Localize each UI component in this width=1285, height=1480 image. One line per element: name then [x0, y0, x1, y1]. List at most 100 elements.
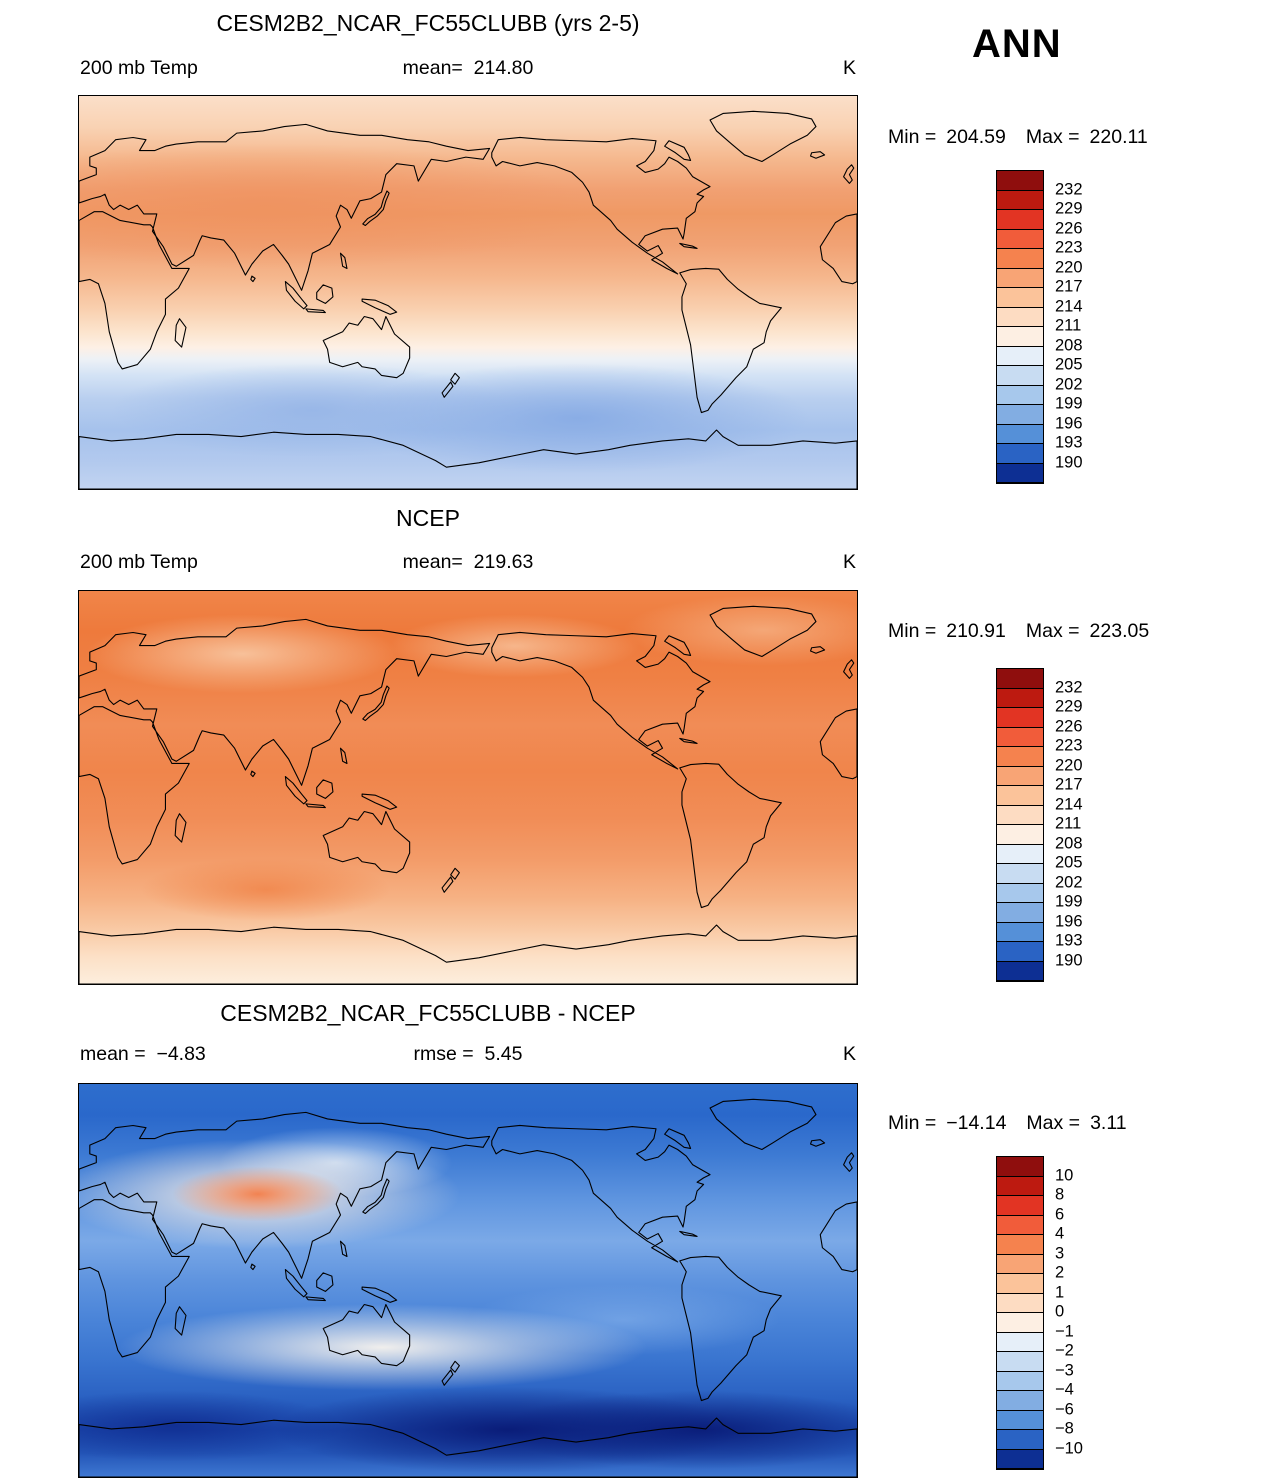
minmax-model: Min = 204.59 Max = 220.11	[888, 126, 1148, 149]
coastlines-overlay	[79, 1098, 857, 1477]
colorbar-cell	[997, 942, 1043, 962]
minmax-ncep: Min = 210.91 Max = 223.05	[888, 620, 1149, 643]
min-value: −14.14	[946, 1112, 1007, 1134]
colorbar-tick-label: 8	[1055, 1185, 1065, 1204]
colorbar-cell	[997, 229, 1043, 249]
colorbar-tick-label: 0	[1055, 1302, 1065, 1321]
colorbar-tick-label: 196	[1055, 414, 1083, 433]
panel-stats-row-ncep: 200 mb Temp mean= 219.63 K	[78, 551, 858, 577]
colorbar-tick-label: 2	[1055, 1263, 1065, 1282]
colorbar-cell	[997, 1215, 1043, 1235]
colorbar-tick-label: 214	[1055, 297, 1083, 316]
colorbar-cell	[997, 424, 1043, 444]
colorbar-tick-label: 205	[1055, 853, 1083, 872]
colorbar-cell	[997, 786, 1043, 806]
colorbar-cell	[997, 766, 1043, 786]
rmse-stat: rmse = 5.45	[78, 1043, 858, 1066]
colorbar-cell	[997, 1157, 1043, 1177]
colorbar-tick-label: −1	[1055, 1322, 1074, 1341]
map-ncep	[78, 590, 858, 985]
units-label: K	[842, 551, 856, 573]
map-model	[78, 95, 858, 490]
max-label: Max =	[1025, 620, 1080, 642]
mean-stat: mean= 214.80	[78, 57, 858, 80]
colorbar-cell	[997, 805, 1043, 825]
colorbar-cell	[997, 366, 1043, 386]
colorbar-cell	[997, 903, 1043, 923]
min-value: 210.91	[946, 620, 1006, 642]
colorbar-cell	[997, 1196, 1043, 1216]
min-value: 204.59	[946, 126, 1006, 148]
max-value: 220.11	[1089, 126, 1148, 148]
colorbar-tick-label: 232	[1055, 180, 1083, 199]
colorbar-tick-label: 226	[1055, 717, 1083, 736]
diff-contour-field	[79, 1084, 857, 1477]
minmax-diff: Min = −14.14 Max = 3.11	[888, 1112, 1127, 1135]
colorbar-tick-label: 6	[1055, 1205, 1065, 1224]
panel-title-ncep: NCEP	[396, 505, 460, 531]
colorbar-tick-label: 199	[1055, 394, 1083, 413]
ncep-contour-field	[79, 591, 857, 984]
model-contour-field	[79, 96, 857, 489]
colorbar-tick-label: 211	[1055, 316, 1082, 335]
colorbar-tick-label: 208	[1055, 834, 1083, 853]
colorbar-cell	[997, 1274, 1043, 1294]
colorbar-tick-label: 232	[1055, 678, 1083, 697]
min-label: Min =	[888, 126, 937, 148]
colorbar-tick-label: 220	[1055, 756, 1083, 775]
colorbar-cell	[997, 747, 1043, 767]
panel-stats-row-model: 200 mb Temp mean= 214.80 K	[78, 57, 858, 83]
colorbar-tick-label: 196	[1055, 912, 1083, 931]
colorbar-cell	[997, 249, 1043, 269]
colorbar-cell	[997, 327, 1043, 347]
colorbar-tick-label: −8	[1055, 1419, 1074, 1438]
mean-label: mean=	[402, 551, 463, 573]
colorbar-tick-label: 229	[1055, 697, 1083, 716]
colorbar-tick-label: 220	[1055, 258, 1083, 277]
max-value: 223.05	[1089, 620, 1150, 642]
rmse-label: rmse =	[413, 1043, 474, 1065]
max-label: Max =	[1026, 1112, 1081, 1134]
colorbar-cell	[997, 708, 1043, 728]
colorbar-cell	[997, 688, 1043, 708]
colorbar-cell	[997, 1176, 1043, 1196]
colorbar-tick-label: 211	[1055, 814, 1082, 833]
max-label: Max =	[1025, 126, 1080, 148]
colorbar-cell	[997, 210, 1043, 230]
panel-stats-row-diff: mean = −4.83 rmse = 5.45 K	[78, 1043, 858, 1069]
rmse-value: 5.45	[484, 1043, 523, 1065]
colorbar-tick-label: 193	[1055, 931, 1083, 950]
colorbar-tick-label: 217	[1055, 277, 1083, 296]
colorbar-tick-label: 193	[1055, 433, 1083, 452]
colorbar-model: 232 229 226 223 220 217 214 211 208 205 202 199 196 1…	[996, 170, 1083, 484]
variable-label: 200 mb Temp	[80, 551, 198, 573]
colorbar-tick-label: 223	[1055, 736, 1083, 755]
colorbar-cell	[997, 346, 1043, 366]
colorbar-tick-label: 190	[1055, 951, 1083, 970]
colorbar-cell	[997, 307, 1043, 327]
colorbar-tick-label: 4	[1055, 1224, 1065, 1243]
min-label: Min =	[888, 1112, 937, 1134]
colorbar-cell	[997, 1352, 1043, 1372]
max-value: 3.11	[1090, 1112, 1127, 1134]
colorbar-cell	[997, 1371, 1043, 1391]
colorbar-tick-label: 199	[1055, 892, 1083, 911]
colorbar-diff: 10 8 6 4 3 2 1 0 −1 −2 −3 −4 −6 −8 −10	[996, 1156, 1083, 1470]
colorbar-cell	[997, 825, 1043, 845]
units-label: K	[842, 57, 856, 79]
colorbar-tick-label: −10	[1055, 1439, 1083, 1458]
colorbar-tick-label: 226	[1055, 219, 1083, 238]
colorbar-cell	[997, 171, 1043, 191]
colorbar-ncep: 232 229 226 223 220 217 214 211 208 205 202 199 196 1…	[996, 668, 1083, 982]
mean-value: −4.83	[156, 1043, 206, 1065]
colorbar-cell	[997, 961, 1043, 981]
colorbar-cell	[997, 1293, 1043, 1313]
colorbar-tick-label: 205	[1055, 355, 1083, 374]
colorbar-tick-label: 202	[1055, 375, 1083, 394]
colorbar-cell	[997, 1391, 1043, 1411]
colorbar-cell	[997, 1235, 1043, 1255]
colorbar-cell	[997, 1410, 1043, 1430]
variable-label: 200 mb Temp	[80, 57, 198, 79]
colorbar-cell	[997, 444, 1043, 464]
mean-value: 214.80	[473, 57, 534, 79]
